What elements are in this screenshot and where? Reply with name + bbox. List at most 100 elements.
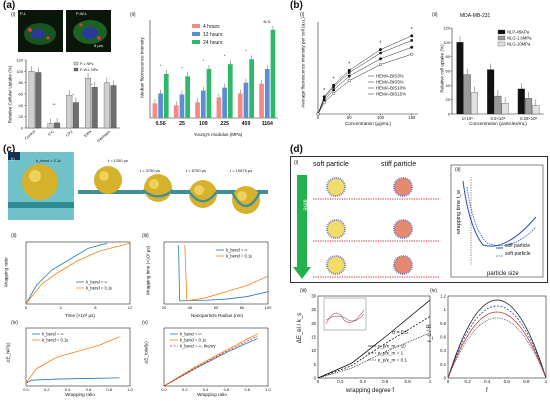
time-bar xyxy=(173,105,179,118)
diii-xlabel: wrapping degree f xyxy=(345,388,395,394)
uptake-bar-chart: 0 20 40 60 80 100 120 Control 4°C CPZ EIPA Genistei… xyxy=(16,58,120,143)
legend-label: k_bend = 0.1ε xyxy=(180,338,206,343)
time-bar xyxy=(222,87,227,118)
sim-time-1: t = 1250 μs xyxy=(108,158,128,163)
x-tick-label: 0.4 xyxy=(360,379,367,384)
legend-swatch xyxy=(192,32,200,36)
category-label: 4°C xyxy=(47,130,55,137)
civ-ylabel: ΔE_NP(ε) xyxy=(5,342,11,363)
div-ylabel: r_c / R xyxy=(427,324,433,342)
category-label: 109 xyxy=(199,121,208,127)
significance-mark: * xyxy=(72,92,74,97)
data-point xyxy=(410,45,414,49)
x-tick-label: 0.4 xyxy=(203,387,209,392)
data-point xyxy=(332,88,336,92)
data-point xyxy=(347,74,351,78)
inset-frame xyxy=(450,164,544,278)
category-label: EIPA xyxy=(83,129,92,138)
nanoparticle xyxy=(22,164,58,200)
y-tick-label: 5 xyxy=(314,362,317,367)
energy-curve xyxy=(317,316,431,379)
data-point xyxy=(347,68,351,72)
y-tick-label: 80 xyxy=(446,54,451,59)
x-tick-label: 100 xyxy=(377,115,385,120)
category-label: Control xyxy=(24,130,36,141)
uptake-bar xyxy=(66,94,73,129)
scale-bar-label: 5 μm xyxy=(94,43,103,48)
stiff-particle-title: stiff particle xyxy=(381,161,417,168)
soft-particle-title: soft particle xyxy=(313,161,349,168)
time-xlabel: Young's modulus (MPa) xyxy=(193,132,243,137)
uptake-bar xyxy=(110,85,117,129)
data-curve xyxy=(178,245,269,302)
data-point xyxy=(378,63,382,67)
legend-swatch xyxy=(497,29,506,35)
panel-d-iv-label: (iv) xyxy=(430,288,437,294)
uptake-bar xyxy=(72,102,79,129)
x-tick-label: 0 xyxy=(317,379,320,384)
cii-ylabel: Wrapping ratio xyxy=(3,257,9,288)
y-tick-label: 0 xyxy=(21,126,24,131)
contact-radius-curve xyxy=(447,317,547,379)
category-label: 0.5×10⁸ xyxy=(491,116,506,121)
energy-total-plot: k_bend = ∞k_bend = 0.1εk_bend = ∞, theor… xyxy=(161,327,272,392)
uptake-bar xyxy=(463,74,471,115)
uptake-bar xyxy=(532,105,540,115)
x-tick-label: 8 xyxy=(94,305,97,310)
y-tick-label: 0.6 xyxy=(440,335,446,340)
legend-swatch xyxy=(497,35,506,41)
membrane-wrap xyxy=(187,189,219,203)
line-ylabel: Average fluorescence intensity per cell … xyxy=(300,17,306,108)
data-point xyxy=(332,91,336,95)
legend-label: NLG-1.6MPa xyxy=(507,36,532,41)
legend-label: k_bend = ∞ xyxy=(42,332,64,337)
nanoparticle xyxy=(94,166,122,194)
uptake-bar-chart-b: 0 20 40 60 80 100 120 1×10⁸ 0.5×10⁸ 0.25×10⁸ NLP-4… xyxy=(443,26,544,121)
sim-label-box xyxy=(8,152,20,160)
data-point xyxy=(379,51,382,55)
nanoparticle-highlight xyxy=(237,191,247,201)
sim-sublabel: (i) xyxy=(11,156,15,161)
x-tick-label: 0 xyxy=(447,379,450,384)
data-point xyxy=(378,57,382,61)
energy-curve xyxy=(317,299,431,379)
wrap-time-radius-plot: k_bend = ∞k_bend = 0.1ε 20 40 60 80 100 xyxy=(162,241,272,310)
y-tick-label: 0 xyxy=(444,376,447,381)
microscopy-label-pl: P-L xyxy=(20,11,27,16)
x-tick-label: 0.6 xyxy=(86,387,92,392)
category-label: 1×10⁸ xyxy=(462,116,473,121)
y-tick-label: 10 xyxy=(311,348,316,353)
legend-label: k_bend = 0.1ε xyxy=(226,254,252,259)
data-point xyxy=(348,71,351,74)
data-point xyxy=(347,79,351,83)
legend-label: 12 hours xyxy=(203,32,223,38)
uptake-bar xyxy=(494,95,502,115)
time-ylabel: Median fluorescence intensity xyxy=(139,37,145,98)
y-tick-label: 20 xyxy=(446,97,451,102)
wrap-plot-xlabel: particle size xyxy=(487,271,519,277)
y-tick-label: 1.2 xyxy=(440,294,446,299)
nanoparticle xyxy=(189,180,217,208)
y-tick-label: 0.4 xyxy=(440,348,446,353)
time-bar xyxy=(216,97,222,118)
membrane xyxy=(8,202,74,208)
legend-swatch xyxy=(73,61,79,66)
x-tick-label: 0.8 xyxy=(244,387,250,392)
x-tick-label: 0 xyxy=(317,115,320,120)
x-tick-label: 20 xyxy=(162,305,167,310)
soft-particle-curve xyxy=(466,186,537,247)
x-tick-label: 12 xyxy=(128,305,133,310)
x-tick-label: 1.0 xyxy=(265,387,271,392)
significance-mark: * xyxy=(91,82,93,87)
energy-curve xyxy=(317,332,431,379)
legend-label: NLG-10MPa xyxy=(507,42,531,47)
time-bar xyxy=(200,90,206,118)
legend-label: k_bend = ∞ xyxy=(86,280,108,285)
civ-xlabel: Wrapping ratio xyxy=(65,392,95,397)
x-tick-label: 0.4 xyxy=(65,387,71,392)
cv-ylabel: ΔE_total(ε) xyxy=(143,341,149,364)
y-tick-label: 80 xyxy=(19,80,24,85)
wrap-plot-ylabel: wrapping time t_w xyxy=(456,189,462,235)
membrane-strip xyxy=(78,190,268,194)
plot-frame xyxy=(447,295,547,379)
